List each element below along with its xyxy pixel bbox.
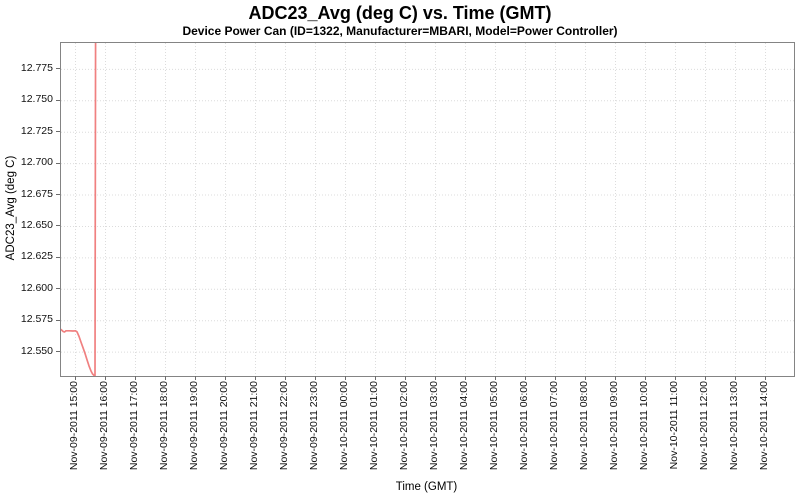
y-tick-mark [56,162,60,164]
x-tick-mark [764,376,766,380]
x-tick-label: Nov-10-2011 01:00 [368,381,380,471]
x-tick-mark [374,376,376,380]
x-tick-label: Nov-09-2011 17:00 [128,381,140,471]
x-tick-mark [494,376,496,380]
x-tick-label: Nov-09-2011 23:00 [308,381,320,471]
y-tick-mark [56,288,60,290]
x-tick-label: Nov-09-2011 22:00 [278,381,290,471]
x-tick-label: Nov-10-2011 10:00 [638,381,650,471]
x-tick-label: Nov-10-2011 11:00 [668,381,680,470]
x-tick-label: Nov-10-2011 06:00 [518,381,530,471]
x-tick-mark [734,376,736,380]
x-tick-mark [344,376,346,380]
x-tick-label: Nov-10-2011 07:00 [548,381,560,471]
x-tick-mark [134,376,136,380]
x-tick-mark [524,376,526,380]
y-tick-mark [56,225,60,227]
y-tick-label: 12.575 [20,313,53,326]
x-tick-mark [614,376,616,380]
x-tick-mark [104,376,106,380]
x-tick-label: Nov-09-2011 19:00 [188,381,200,471]
plot-area [60,42,795,377]
x-tick-mark [314,376,316,380]
y-tick-label: 12.775 [20,61,53,74]
y-tick-label: 12.550 [20,344,53,357]
x-axis-title: Time (GMT) [395,481,458,493]
x-tick-mark [704,376,706,380]
x-tick-label: Nov-10-2011 03:00 [428,381,440,471]
y-tick-mark [56,319,60,321]
x-tick-label: Nov-10-2011 12:00 [698,381,710,471]
x-tick-label: Nov-10-2011 09:00 [608,381,620,471]
y-tick-label: 12.650 [20,218,53,231]
chart-subtitle: Device Power Can (ID=1322, Manufacturer=… [182,24,618,38]
x-tick-label: Nov-10-2011 05:00 [488,381,500,471]
x-tick-mark [284,376,286,380]
y-tick-label: 12.750 [20,93,53,106]
x-tick-mark [74,376,76,380]
x-tick-label: Nov-09-2011 21:00 [248,381,260,471]
y-tick-label: 12.625 [20,250,53,263]
series-line [61,43,97,376]
y-tick-mark [56,131,60,133]
x-tick-label: Nov-10-2011 13:00 [728,381,740,471]
x-tick-label: Nov-09-2011 20:00 [218,381,230,471]
y-tick-mark [56,256,60,258]
x-tick-label: Nov-10-2011 14:00 [758,381,770,471]
y-tick-label: 12.725 [20,124,53,137]
x-tick-mark [464,376,466,380]
y-tick-mark [56,99,60,101]
x-tick-label: Nov-10-2011 00:00 [338,381,350,471]
x-tick-mark [674,376,676,380]
x-tick-label: Nov-10-2011 04:00 [458,381,470,471]
x-tick-label: Nov-09-2011 15:00 [68,381,80,471]
y-tick-mark [56,351,60,353]
y-tick-label: 12.600 [20,281,53,294]
x-tick-mark [554,376,556,380]
x-tick-label: Nov-10-2011 02:00 [398,381,410,471]
x-tick-mark [164,376,166,380]
x-tick-mark [584,376,586,380]
x-tick-mark [644,376,646,380]
plot-svg [61,43,794,376]
x-tick-mark [194,376,196,380]
x-tick-mark [434,376,436,380]
x-tick-label: Nov-09-2011 18:00 [158,381,170,471]
x-tick-label: Nov-09-2011 16:00 [98,381,110,471]
x-tick-label: Nov-10-2011 08:00 [578,381,590,471]
chart-title: ADC23_Avg (deg C) vs. Time (GMT) [248,3,552,23]
y-tick-label: 12.675 [20,187,53,200]
x-tick-mark [404,376,406,380]
x-tick-mark [254,376,256,380]
y-tick-mark [56,194,60,196]
x-tick-mark [224,376,226,380]
y-tick-mark [56,68,60,70]
y-tick-label: 12.700 [20,156,53,169]
